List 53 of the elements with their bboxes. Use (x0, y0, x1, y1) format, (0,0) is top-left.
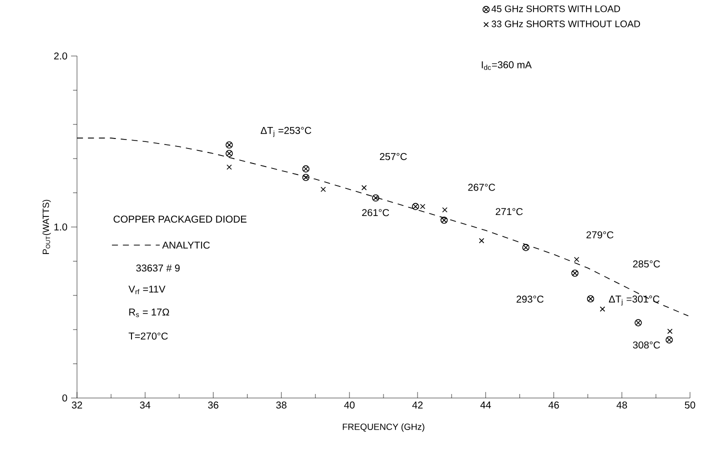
point (571, 270, 578, 277)
x-axis-title: FREQUENCY (GHz) (342, 423, 424, 432)
x-tick-label: 42 (412, 402, 423, 408)
point (574, 256, 580, 262)
annotation: I$_{dc}$=360 mA (482, 61, 532, 70)
x-tick-label: 40 (344, 402, 355, 409)
point (522, 244, 530, 252)
annotation: T=270°C (128, 332, 168, 340)
point (226, 164, 232, 170)
annotation: 293°C (516, 296, 544, 303)
x-tick-label: 32 (72, 402, 82, 409)
point (440, 216, 448, 224)
legend-label: 33 GHz SHORTS WITHOUT LOAD (492, 20, 640, 28)
annotation: 257°C (380, 153, 407, 160)
point (302, 165, 310, 172)
point (478, 238, 484, 244)
annotation: R$_{s}$ = 17Ω (129, 308, 170, 318)
legend-label: 45 GHz SHORTS WITH LOAD (492, 5, 620, 12)
annotation: 279°C (586, 231, 614, 238)
point (372, 194, 380, 202)
x-tick-label: 50 (684, 402, 696, 409)
y-tick-label: 1.0 (54, 223, 68, 231)
annotation: 308°C (632, 341, 660, 349)
annotation: 285°C (633, 260, 660, 268)
point (320, 186, 326, 192)
x-tick-label: 48 (616, 402, 628, 409)
x-tick-label: 46 (548, 402, 559, 409)
annotation: COPPER PACKAGED DIODE (114, 216, 246, 223)
annotation: 267°C (468, 184, 496, 191)
point (226, 141, 233, 149)
annotation: ΔT$_{j}$ =253°C (260, 126, 312, 137)
x-tick-label: 38 (276, 402, 286, 409)
annotation: ΔT$_{j}$ =301°C (608, 296, 660, 306)
annotation: 261°C (362, 209, 390, 216)
point (634, 319, 642, 326)
point (600, 306, 606, 312)
y-axis-title: P$_{OUT}$(WATTS) (42, 200, 51, 254)
x-tick-label: 34 (140, 402, 150, 409)
x-tick-label: 44 (480, 402, 491, 408)
legend-label: ANALYTIC (162, 242, 210, 249)
y-tick-label: 0 (62, 394, 68, 402)
x-tick-label: 36 (208, 402, 218, 409)
point (361, 185, 367, 190)
point (586, 295, 594, 302)
annotation: V$_{rf}$ =11V (128, 286, 166, 294)
point (667, 328, 673, 334)
point (226, 150, 233, 158)
annotation: 33637 # 9 (136, 264, 180, 272)
point (666, 336, 673, 344)
point (442, 207, 448, 213)
y-tick-label: 2.0 (54, 52, 68, 60)
point (302, 174, 310, 181)
annotation: 271°C (496, 208, 523, 216)
